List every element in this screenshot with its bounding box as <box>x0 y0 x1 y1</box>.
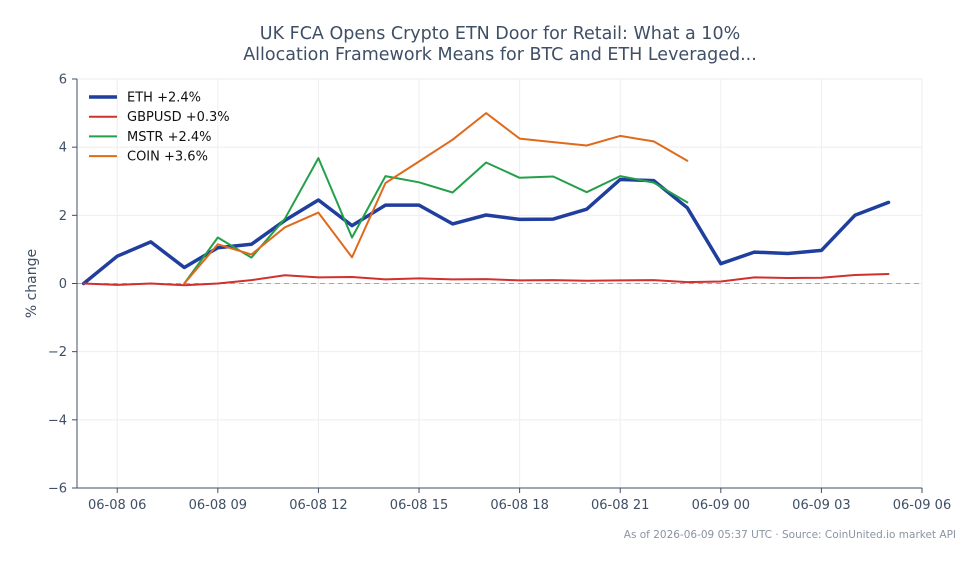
x-tick-label: 06-09 00 <box>692 498 750 513</box>
x-axis-ticks: 06-08 06 06-08 09 06-08 12 06-08 15 06-08 18… <box>88 488 951 513</box>
series-line-1 <box>82 273 890 287</box>
y-tick-label: −4 <box>48 413 67 428</box>
chart-title-line: Allocation Framework Means for BTC and E… <box>243 45 757 65</box>
series-line-0 <box>81 177 891 286</box>
y-tick-label: 0 <box>59 277 67 292</box>
series-lines <box>81 112 891 287</box>
x-tick-label: 06-08 09 <box>189 498 247 513</box>
y-tick-label: 4 <box>59 141 67 156</box>
series-line-3 <box>183 112 689 285</box>
legend-entry: GBPUSD +0.3% <box>127 110 230 125</box>
series-line-2 <box>183 157 689 285</box>
y-tick-label: 6 <box>59 73 67 88</box>
chart-title-line: UK FCA Opens Crypto ETN Door for Retail:… <box>260 24 740 44</box>
x-tick-label: 06-08 21 <box>591 498 649 513</box>
y-axis-label: % change <box>24 249 40 318</box>
y-tick-label: −2 <box>48 345 67 360</box>
x-tick-label: 06-08 18 <box>490 498 548 513</box>
legend-entry: ETH +2.4% <box>127 91 201 106</box>
x-tick-label: 06-08 12 <box>289 498 347 513</box>
y-tick-label: 2 <box>59 209 67 224</box>
legend-entry: COIN +3.6% <box>127 150 208 165</box>
footnote: As of 2026-06-09 05:37 UTC · Source: Coi… <box>624 529 956 541</box>
chart-title: UK FCA Opens Crypto ETN Door for Retail:… <box>243 24 757 65</box>
y-tick-label: −6 <box>48 482 67 497</box>
x-tick-label: 06-09 03 <box>792 498 850 513</box>
y-axis-ticks: 6 4 2 0 −2 −4 −6 <box>48 73 77 497</box>
x-tick-label: 06-08 06 <box>88 498 146 513</box>
x-tick-label: 06-09 06 <box>893 498 951 513</box>
legend-entry: MSTR +2.4% <box>127 130 212 145</box>
x-tick-label: 06-08 15 <box>390 498 448 513</box>
legend: ETH +2.4% GBPUSD +0.3% MSTR +2.4% COIN +3.6… <box>89 91 230 165</box>
